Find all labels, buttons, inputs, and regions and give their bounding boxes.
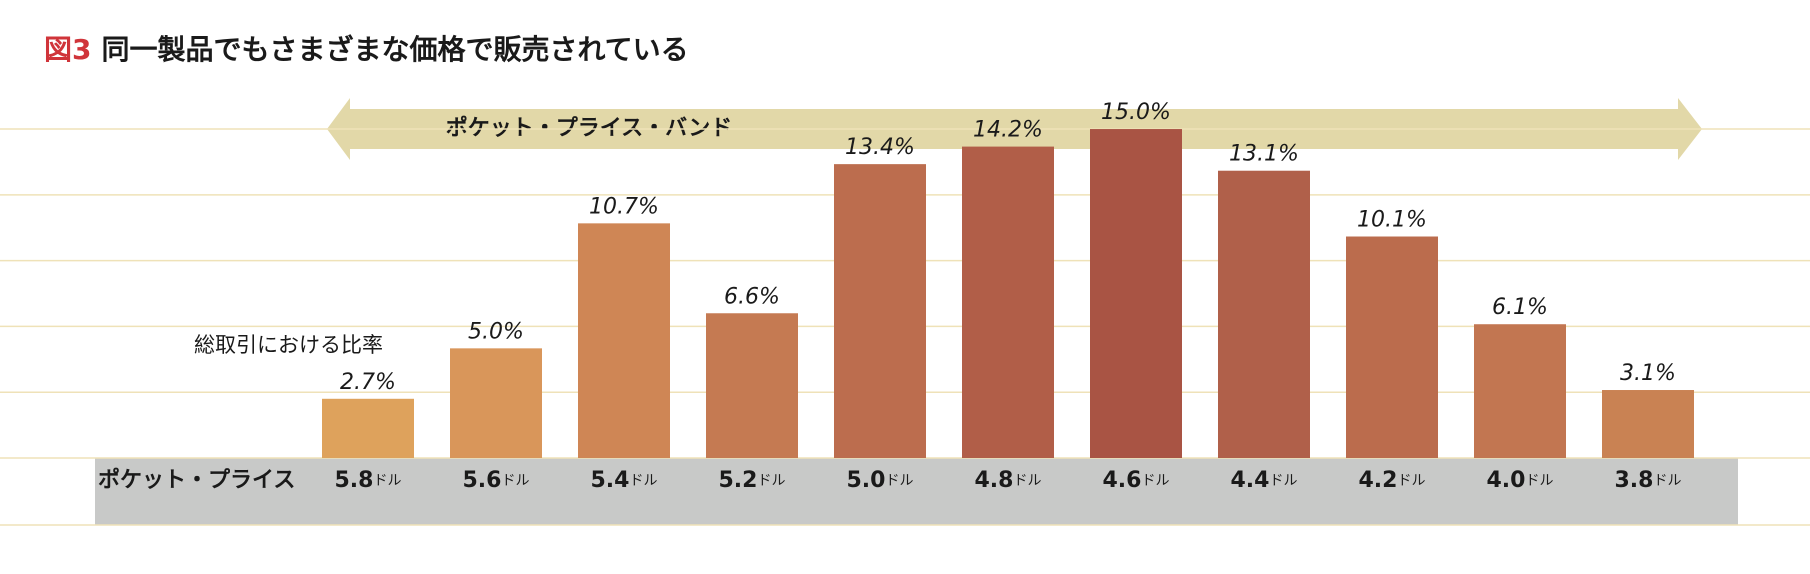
value-label: 10.7% [589,194,659,219]
category-unit: ドル [1653,473,1681,489]
bar [578,223,670,458]
value-label: 13.4% [845,135,915,160]
value-label: 14.2% [973,118,1043,143]
value-label: 6.6% [724,284,780,309]
x-tick-label: 5.8ドル [335,468,402,493]
category-value: 5.8 [335,468,374,493]
chart-title: 図3 同一製品でもさまざまな価格で販売されている [44,33,689,66]
category-value: 4.2 [1359,468,1398,493]
category-value: 5.4 [591,468,630,493]
value-label: 6.1% [1492,295,1548,320]
category-value: 5.0 [847,468,886,493]
bar [962,146,1054,458]
bar [1474,324,1566,458]
category-unit: ドル [757,473,785,489]
category-unit: ドル [1269,473,1297,489]
bar [450,348,542,458]
value-label: 2.7% [340,370,396,395]
y-axis-label: 総取引における比率 [194,333,383,357]
x-tick-label: 4.6ドル [1103,468,1170,493]
category-unit: ドル [1397,473,1425,489]
value-label: 10.1% [1357,208,1427,233]
value-label: 15.0% [1101,100,1171,125]
x-tick-label: 5.6ドル [463,468,530,493]
x-tick-label: 3.8ドル [1615,468,1682,493]
category-value: 5.2 [719,468,758,493]
bar [834,164,926,458]
category-value: 4.8 [975,468,1014,493]
band-label: ポケット・プライス・バンド [446,115,732,141]
value-label: 3.1% [1620,361,1676,386]
category-unit: ドル [1013,473,1041,489]
x-tick-label: 4.8ドル [975,468,1042,493]
value-label: 13.1% [1229,142,1299,167]
bar [322,398,414,458]
title-text: 同一製品でもさまざまな価格で販売されている [101,33,688,66]
x-tick-label: 5.2ドル [719,468,786,493]
category-value: 4.4 [1231,468,1270,493]
x-axis-label: ポケット・プライス [98,467,295,493]
category-unit: ドル [373,473,401,489]
category-value: 4.6 [1103,468,1142,493]
category-unit: ドル [1141,473,1169,489]
x-tick-label: 5.0ドル [847,468,914,493]
value-label: 5.0% [468,319,524,344]
x-tick-label: 4.0ドル [1487,468,1554,493]
figure-label: 図3 [44,33,91,66]
category-value: 5.6 [463,468,502,493]
category-unit: ドル [1525,473,1553,489]
category-unit: ドル [501,473,529,489]
category-value: 3.8 [1615,468,1654,493]
category-unit: ドル [629,473,657,489]
category-value: 4.0 [1487,468,1526,493]
bar [1218,170,1310,459]
bar [1090,129,1182,459]
bar [1602,390,1694,458]
x-tick-label: 5.4ドル [591,468,658,493]
bar [1346,236,1438,458]
bar [706,313,798,458]
x-tick-label: 4.2ドル [1359,468,1426,493]
x-tick-label: 4.4ドル [1231,468,1298,493]
axis-band [95,458,1738,525]
category-unit: ドル [885,473,913,489]
